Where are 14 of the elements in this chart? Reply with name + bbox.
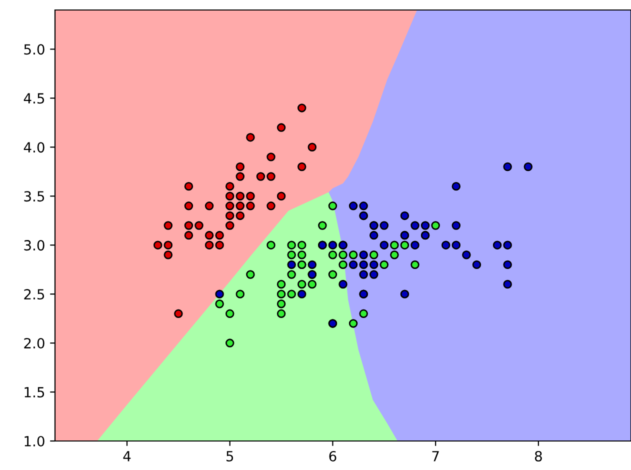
x-tick-label: 8 (534, 450, 542, 462)
y-tick-label: 3.5 (24, 191, 44, 202)
y-tick-label: 4.5 (24, 93, 44, 104)
y-tick-label: 1.5 (24, 387, 44, 398)
y-tick-label: 1.0 (24, 436, 44, 446)
x-tick-label: 5 (226, 451, 234, 462)
x-tick-label: 6 (329, 450, 336, 462)
x-tick-label: 4 (123, 451, 131, 462)
y-tick-label: 5.0 (24, 44, 44, 55)
y-tick-label: 2.0 (24, 338, 44, 349)
y-tick-label: 4.0 (24, 142, 44, 153)
y-tick-label: 3.0 (24, 240, 44, 251)
y-tick-label: 2.5 (24, 289, 44, 300)
x-tick-label: 7 (432, 451, 439, 462)
